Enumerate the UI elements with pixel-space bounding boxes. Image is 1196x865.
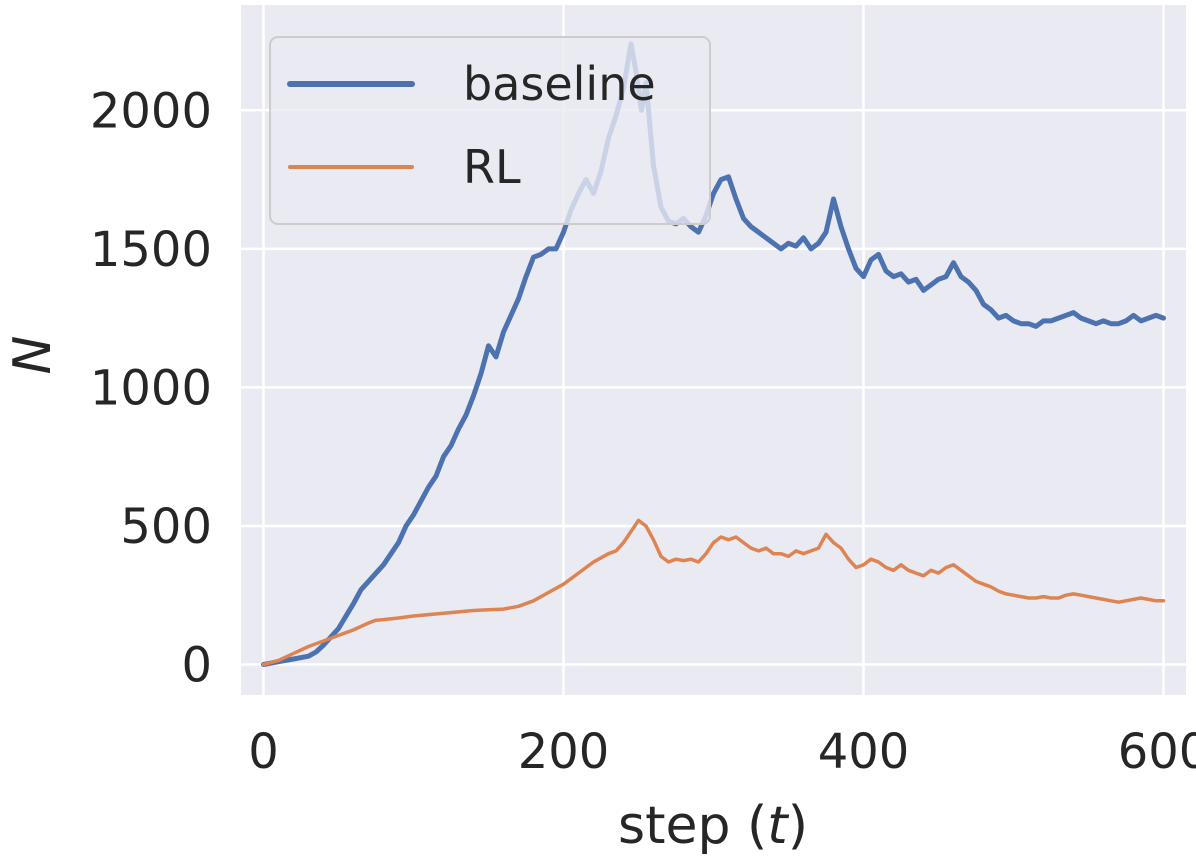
series-lines	[261, 41, 1166, 667]
x-tick-label-400: 400	[818, 724, 910, 780]
x-tick-labels: 0 200 400 600	[248, 724, 1196, 780]
y-tick-label-0: 0	[181, 638, 212, 694]
series-line-baseline	[261, 41, 1166, 667]
y-tick-label-1000: 1000	[90, 360, 212, 416]
legend: baseline RL	[269, 36, 711, 225]
series-line-rl	[261, 518, 1166, 667]
y-tick-label-1500: 1500	[90, 222, 212, 278]
y-axis-label: N	[3, 336, 63, 375]
x-axis-label: step (t)	[618, 796, 808, 856]
legend-label-rl: RL	[463, 140, 521, 194]
x-tick-label-0: 0	[248, 724, 279, 780]
y-tick-label-500: 500	[120, 499, 212, 555]
x-tick-label-600: 600	[1118, 724, 1196, 780]
x-tick-label-200: 200	[518, 724, 610, 780]
y-tick-label-2000: 2000	[90, 83, 212, 139]
y-tick-labels: 0 500 1000 1500 2000	[90, 83, 212, 693]
legend-label-baseline: baseline	[463, 57, 656, 111]
